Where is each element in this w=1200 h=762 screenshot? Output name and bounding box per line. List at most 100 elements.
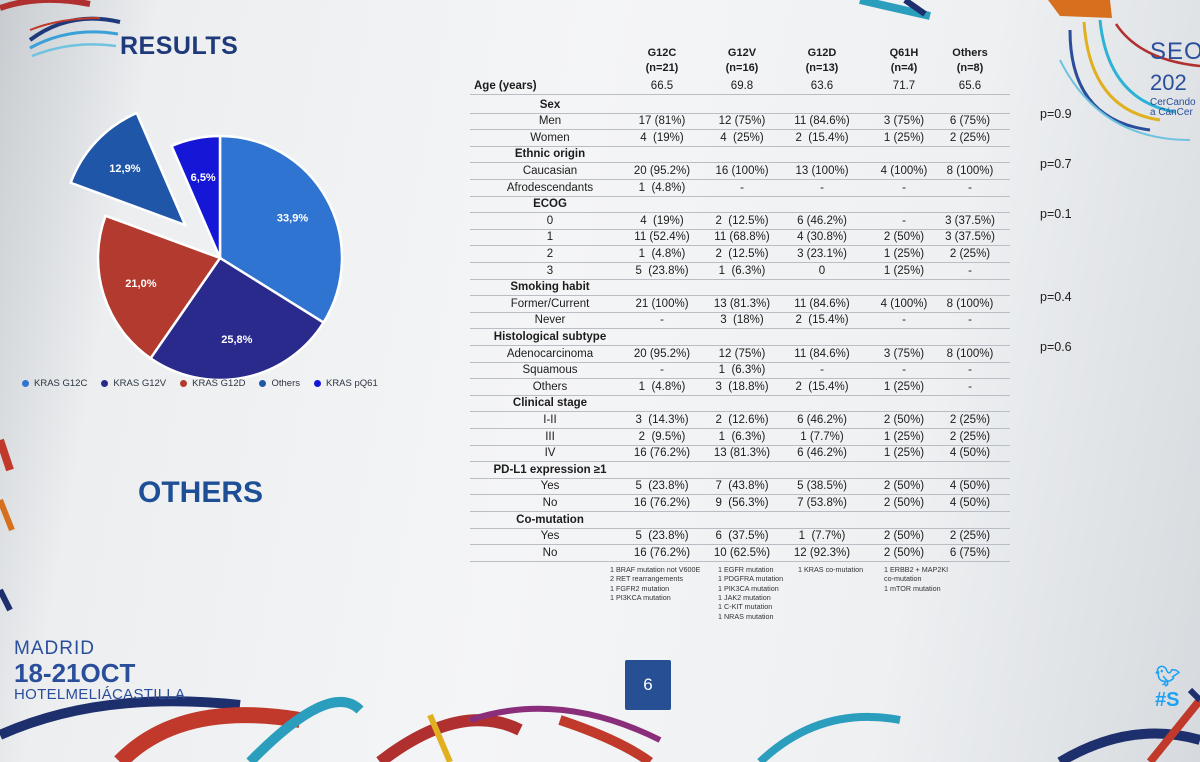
row-divider xyxy=(470,361,1010,363)
twitter-hashtag-text: #S xyxy=(1155,689,1180,711)
table-cell: - xyxy=(902,214,906,227)
table-cell: - xyxy=(820,181,824,194)
table-cell: 11 (84.6%) xyxy=(794,297,850,310)
table-row: 2 1 (4.8%) 2 (12.5%) 3 (23.1%) 1 (25%) 2 (25%… xyxy=(470,246,1030,262)
table-cell: 2 (12.5%) xyxy=(715,214,769,227)
table-cell: 13 (81.3%) xyxy=(713,447,771,460)
legend-swatch xyxy=(180,380,188,387)
event-info: MADRID 18-21OCT HOTELMELIÁCASTILLA xyxy=(14,638,185,703)
column-header-name: G12D xyxy=(807,47,837,59)
row-divider xyxy=(470,94,1010,95)
table-cell: 2 (15.4%) xyxy=(795,131,849,144)
table-cell: 69.8 xyxy=(730,80,754,92)
table-cell: - xyxy=(902,314,906,327)
row-divider xyxy=(470,444,1010,446)
row-label: Age (years) xyxy=(474,80,537,92)
row-divider xyxy=(470,112,1010,114)
table-row: Clinical stage xyxy=(470,395,1030,411)
pie-legend: KRAS G12C KRAS G12V KRAS G12D Others KRAS pQ… xyxy=(22,378,392,389)
row-label: Women xyxy=(530,131,570,144)
table-cell: 13 (100%) xyxy=(795,165,849,177)
pie-slice-kras-g12d xyxy=(96,214,222,361)
table-cell: 16 (76.2%) xyxy=(633,497,691,509)
row-divider xyxy=(470,560,1010,562)
row-divider xyxy=(470,245,1010,247)
table-row: Squamous - 1 (6.3%) - - - xyxy=(470,362,1030,378)
pie-slice-label: 12,9% xyxy=(109,163,140,175)
table-cell: 4 (19%) xyxy=(640,214,684,227)
table-cell: 8 (100%) xyxy=(946,297,994,310)
row-divider xyxy=(470,428,1010,429)
table-cell: 3 (75%) xyxy=(883,115,925,128)
table-cell: 1 (25%) xyxy=(883,447,925,460)
table-cell: 5 (38.5%) xyxy=(797,480,847,493)
row-label: 1 xyxy=(546,231,554,244)
table-cell: 4 (100%) xyxy=(880,165,928,177)
table-cell: 7 (53.8%) xyxy=(797,497,847,509)
table-cell: - xyxy=(902,364,906,377)
table-row: No 16 (76.2%) 9 (56.3%) 7 (53.8%) 2 (50%) 4 (… xyxy=(470,495,1030,511)
table-cell: 21 (100%) xyxy=(635,297,689,310)
pie-slice-kras-g12v xyxy=(148,256,326,380)
column-header-n: (n=21) xyxy=(645,62,679,74)
table-cell: 1 (7.7%) xyxy=(798,530,846,543)
footnote-line: 1 KRAS co-mutation xyxy=(798,564,864,574)
row-divider xyxy=(470,345,1010,346)
table-cell: 65.6 xyxy=(958,80,982,92)
table-cell: 1 (25%) xyxy=(883,380,925,393)
column-header: G12V (n=16) xyxy=(704,46,780,76)
row-divider xyxy=(470,494,1010,496)
table-cell: 4 (50%) xyxy=(949,447,991,460)
table-cell: 16 (100%) xyxy=(715,165,769,177)
table-cell: 11 (68.8%) xyxy=(714,231,770,244)
column-header: Others (n=8) xyxy=(932,46,1008,76)
row-divider xyxy=(470,278,1010,280)
row-label: Yes xyxy=(540,530,560,543)
pie-chart: 33,9% 25,8% 21,0% 12,9% 6,5% xyxy=(69,111,344,380)
row-divider xyxy=(470,544,1010,546)
table-cell: 1 (7.7%) xyxy=(800,430,844,443)
legend-swatch xyxy=(22,380,29,387)
event-city: MADRID xyxy=(14,638,95,659)
table-row: Former/Current 21 (100%) 13 (81.3%) 11 (84.… xyxy=(470,296,1030,312)
table-cell: - xyxy=(902,181,906,194)
column-header: G12D (n=13) xyxy=(784,46,860,76)
row-label: I-II xyxy=(543,414,557,426)
row-divider xyxy=(470,295,1010,297)
table-cell: 2 (12.5%) xyxy=(715,248,769,260)
table-row: No 16 (76.2%) 10 (62.5%) 12 (92.3%) 2 (50%) 6… xyxy=(470,545,1030,561)
footnote-line: 1 JAK2 mutation xyxy=(718,593,771,603)
p-value: p=0.1 xyxy=(1040,206,1072,221)
column-header-name: Q61H xyxy=(889,47,919,59)
table-row: Co-mutation xyxy=(470,512,1030,528)
row-label: Sex xyxy=(539,98,561,111)
row-divider xyxy=(470,394,1010,396)
table-row: PD-L1 expression ≥1 xyxy=(470,462,1030,478)
table-row: Histological subtype xyxy=(470,329,1030,345)
footnote-line: 1 C-KIT mutation xyxy=(718,602,773,612)
table-cell: 20 (95.2%) xyxy=(633,347,691,360)
row-label: Former/Current xyxy=(510,297,590,310)
row-divider xyxy=(470,461,1010,463)
column-header-n: (n=4) xyxy=(890,62,918,74)
p-value: p=0.9 xyxy=(1040,107,1072,122)
row-label: Men xyxy=(538,115,562,128)
legend-swatch xyxy=(313,380,321,387)
footnote-block: 1 EGFR mutation 1 PDGFRA mutation 1 PIK3CA… xyxy=(718,565,783,621)
table-cell: 20 (95.2%) xyxy=(633,165,691,177)
pie-slice-kras-pq61 xyxy=(169,134,222,259)
table-cell: 17 (81%) xyxy=(638,115,686,128)
table-row: Yes 5 (23.8%) 7 (43.8%) 5 (38.5%) 2 (50%) 4 (… xyxy=(470,478,1030,494)
footnote-block: 1 BRAF mutation not V600E 2 RET rearrange… xyxy=(610,565,700,603)
table-row: 1 11 (52.4%) 11 (68.8%) 4 (30.8%) 2 (50%) 3 (… xyxy=(470,229,1030,245)
row-label: Ethnic origin xyxy=(514,148,586,161)
table-row: III 2 (9.5%) 1 (6.3%) 1 (7.7%) 1 (25%) 2 (25%… xyxy=(470,429,1030,445)
table-cell: - xyxy=(660,364,664,377)
table-cell: 1 (4.8%) xyxy=(638,181,686,194)
twitter-bird-icon: 🐦︎ xyxy=(1155,666,1181,688)
legend-item: KRAS pQ61 xyxy=(313,378,378,389)
table-row: IV 16 (76.2%) 13 (81.3%) 6 (46.2%) 1 (25%) 4 … xyxy=(470,445,1030,461)
table-cell: - xyxy=(740,181,744,194)
row-label: PD-L1 expression ≥1 xyxy=(493,463,607,476)
table-cell: 9 (56.3%) xyxy=(715,497,769,509)
